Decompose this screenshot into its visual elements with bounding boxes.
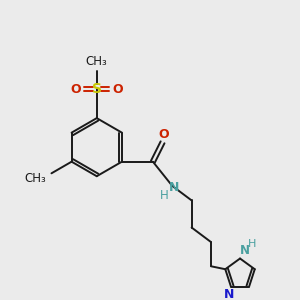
Text: CH₃: CH₃ (24, 172, 46, 185)
Text: S: S (92, 82, 102, 96)
Text: O: O (70, 82, 81, 96)
Text: O: O (113, 82, 123, 96)
Text: N: N (169, 181, 179, 194)
Text: O: O (158, 128, 169, 141)
Text: H: H (160, 189, 169, 202)
Text: N: N (240, 244, 250, 257)
Text: H: H (248, 239, 256, 249)
Text: CH₃: CH₃ (86, 56, 108, 68)
Text: N: N (224, 288, 234, 300)
